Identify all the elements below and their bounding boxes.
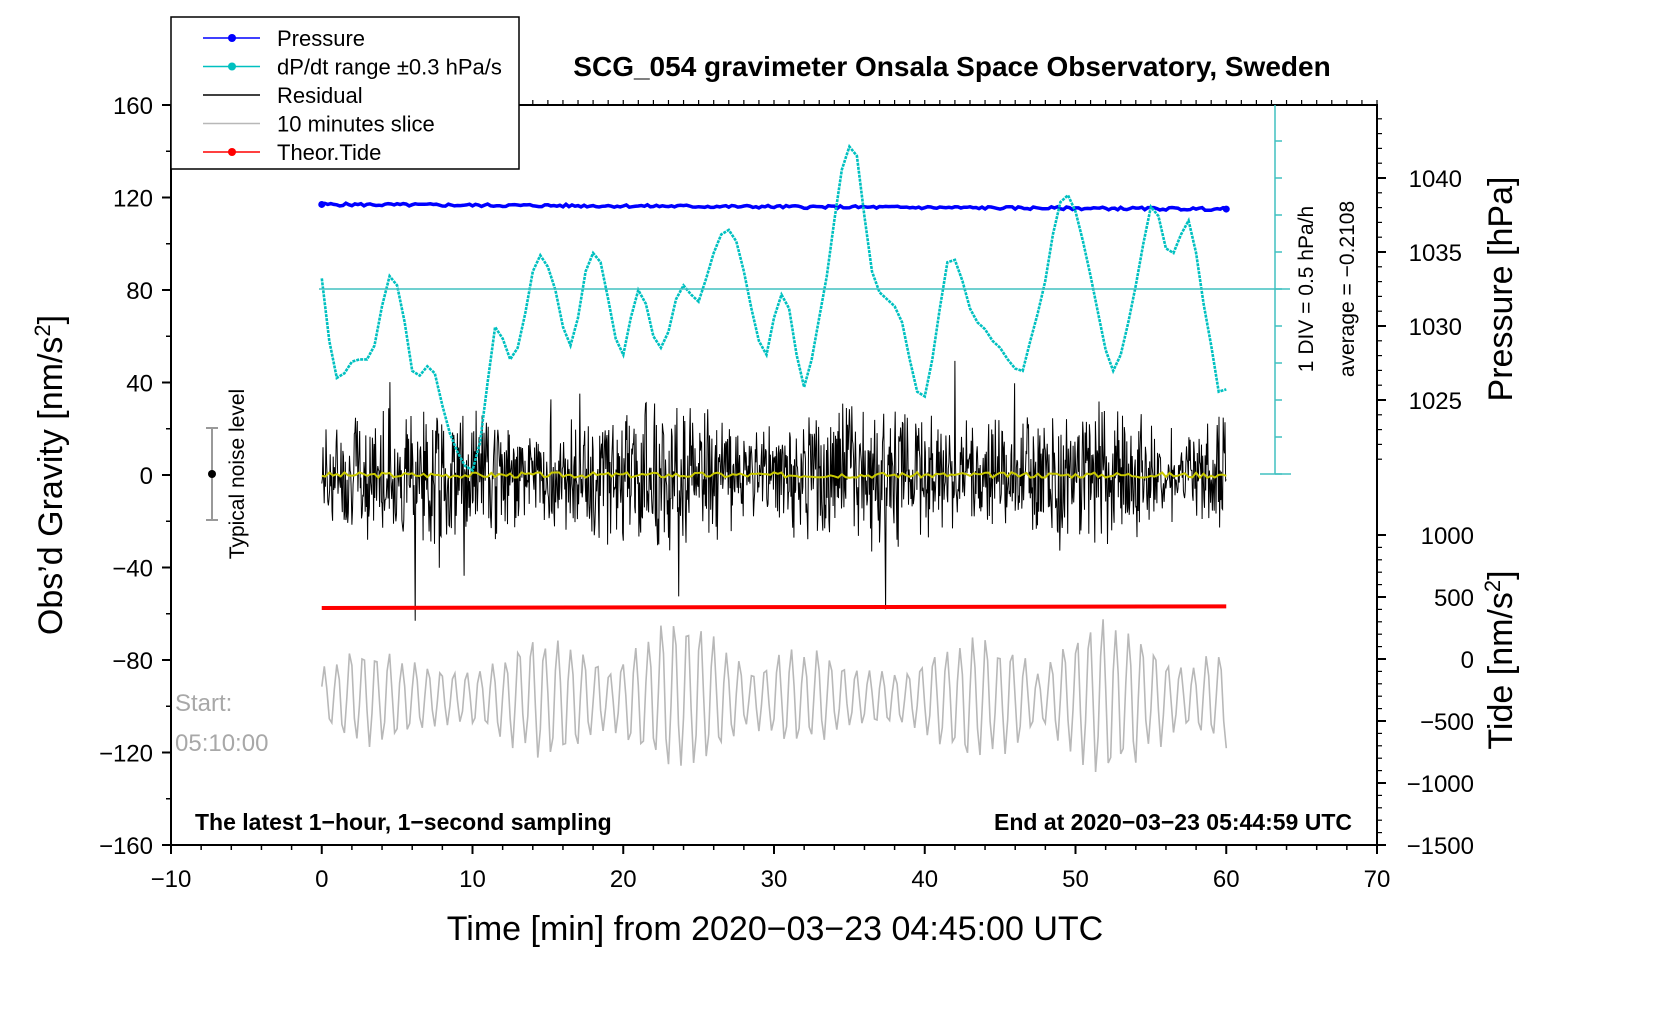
y-tick-label: −120 (99, 741, 153, 768)
legend-label: 10 minutes slice (277, 112, 435, 137)
y-tick-label: 160 (113, 93, 153, 120)
start-label: Start: (175, 690, 232, 717)
x-tick-label: 30 (761, 866, 788, 893)
y-tick-label: 40 (126, 371, 153, 398)
x-axis: −10 0 10 20 30 40 50 60 70 (151, 845, 1391, 893)
y-tick-label: 120 (113, 186, 153, 213)
end-time-note: End at 2020−03−23 05:44:59 UTC (994, 809, 1352, 835)
tide-tick-label: −1500 (1407, 833, 1474, 860)
x-tick-label: 40 (911, 866, 938, 893)
legend-label: Pressure (277, 26, 365, 51)
y-tick-label: −40 (112, 556, 153, 583)
y-axis-title-pressure: Pressure [hPa] (1482, 177, 1520, 402)
average-label: average = −0.2108 (1336, 201, 1359, 377)
y-tick-label: 0 (140, 463, 153, 490)
pressure-tick-label: 1035 (1409, 240, 1462, 267)
y-axis-tide: −1500 −1000 −500 0 500 1000 (1377, 523, 1474, 860)
legend-label: Theor.Tide (277, 140, 381, 165)
x-tick-label: 50 (1062, 866, 1089, 893)
start-time: 05:10:00 (175, 730, 268, 757)
noise-label: Typical noise level (226, 389, 249, 559)
y-axis-title-left: Obs’d Gravity [nm/s2] (30, 315, 70, 635)
residual-line (321, 360, 1227, 621)
series-residual (321, 360, 1227, 621)
pressure-tick-label: 1030 (1409, 314, 1462, 341)
pressure-tick-label: 1025 (1409, 388, 1462, 415)
sampling-note: The latest 1−hour, 1−second sampling (195, 809, 612, 835)
tide-tick-label: −1000 (1407, 771, 1474, 798)
x-tick-label: 20 (610, 866, 637, 893)
x-tick-label: 10 (459, 866, 486, 893)
x-tick-label: 0 (315, 866, 328, 893)
tide-tick-label: −500 (1420, 709, 1474, 736)
legend-label: Residual (277, 83, 363, 108)
tide-tick-label: 500 (1434, 585, 1474, 612)
y-tick-label: −80 (112, 648, 153, 675)
y-tick-label: −160 (99, 833, 153, 860)
series-10-minutes-slice (321, 619, 1228, 773)
div-scale-label: 1 DIV = 0.5 hPa/h (1295, 206, 1318, 372)
scale-bar-ticks (1275, 140, 1282, 475)
dpdt-scale-bar (319, 105, 1291, 475)
chart-title: SCG_054 gravimeter Onsala Space Observat… (573, 51, 1330, 82)
pressure-line (321, 201, 1227, 213)
pressure-point (1222, 205, 1230, 213)
pressure-tick-label: 1040 (1409, 166, 1462, 193)
tide-tick-label: 1000 (1421, 523, 1474, 550)
residual-mean-line (321, 470, 1227, 480)
legend-marker (228, 34, 236, 42)
x-axis-title: Time [min] from 2020−03−23 04:45:00 UTC (447, 910, 1103, 948)
slice-line (321, 619, 1228, 773)
noise-dot (208, 470, 216, 478)
series-theor-tide (321, 604, 1227, 610)
x-tick-label: 60 (1213, 866, 1240, 893)
tide-line (321, 604, 1227, 610)
y-axis-title-tide: Tide [nm/s2] (1480, 570, 1520, 749)
dpdt-line (320, 143, 1227, 473)
legend-marker (228, 148, 236, 156)
series-residual-mean (321, 470, 1227, 480)
legend-marker (228, 62, 236, 71)
legend-label: dP/dt range ±0.3 hPa/s (277, 55, 502, 80)
y-axis-left: −160 −120 −80 −40 0 40 80 120 160 (99, 93, 171, 860)
series-pressure (318, 200, 1230, 213)
series-dp-dt (320, 143, 1227, 473)
noise-indicator (206, 427, 218, 521)
tide-tick-label: 0 (1461, 647, 1474, 674)
x-tick-label: −10 (151, 866, 192, 893)
legend-box (170, 16, 520, 170)
y-axis-pressure: 1025 1030 1035 1040 (1376, 105, 1462, 474)
pressure-point (318, 200, 326, 208)
x-tick-label: 70 (1364, 866, 1391, 893)
y-tick-label: 80 (126, 278, 153, 305)
legend: Pressure dP/dt range ±0.3 hPa/s Residual 10… (170, 16, 520, 170)
